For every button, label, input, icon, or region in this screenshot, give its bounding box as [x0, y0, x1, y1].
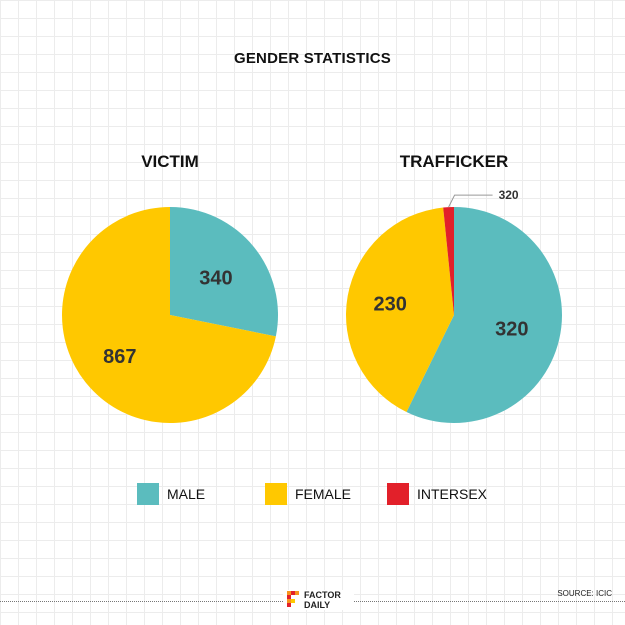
logo-line1: FACTOR [304, 590, 341, 600]
victim-slice-male [170, 207, 279, 337]
legend-item-male: MALE [137, 483, 205, 505]
legend-label-female: FEMALE [295, 486, 352, 502]
victim-data-label-female: 867 [103, 346, 136, 368]
trafficker-slice-male [406, 207, 562, 423]
source-note: SOURCE: ICIC [557, 589, 612, 598]
legend-swatch-female [265, 483, 287, 505]
chart-main-title: GENDER STATISTICS [233, 50, 392, 67]
trafficker-data-label-male: 320 [495, 318, 528, 340]
legend-label-male: MALE [167, 486, 206, 502]
trafficker-callout-line-intersex [448, 194, 493, 208]
logo-f-icon [287, 591, 299, 607]
legend-item-intersex: INTERSEX [387, 483, 487, 505]
trafficker-data-label-female: 230 [374, 294, 407, 316]
factor-daily-logo: FACTOR DAILY [283, 590, 354, 610]
trafficker-slice-intersex [443, 207, 454, 315]
victim-chart-title: VICTIM [141, 152, 199, 171]
legend-item-female: FEMALE [265, 483, 351, 505]
victim-data-label-male: 340 [199, 267, 232, 289]
logo-text: FACTOR DAILY [304, 590, 350, 610]
trafficker-slice-female [345, 207, 454, 412]
legend-swatch-intersex [387, 483, 409, 505]
legend: MALE FEMALE INTERSEX [0, 483, 625, 507]
logo-line2: DAILY [304, 600, 331, 610]
legend-swatch-male [137, 483, 159, 505]
victim-slice-female [62, 207, 276, 423]
trafficker-data-label-intersex: 320 [499, 188, 519, 202]
legend-label-intersex: INTERSEX [417, 486, 488, 502]
trafficker-chart-title: TRAFFICKER [399, 152, 509, 171]
